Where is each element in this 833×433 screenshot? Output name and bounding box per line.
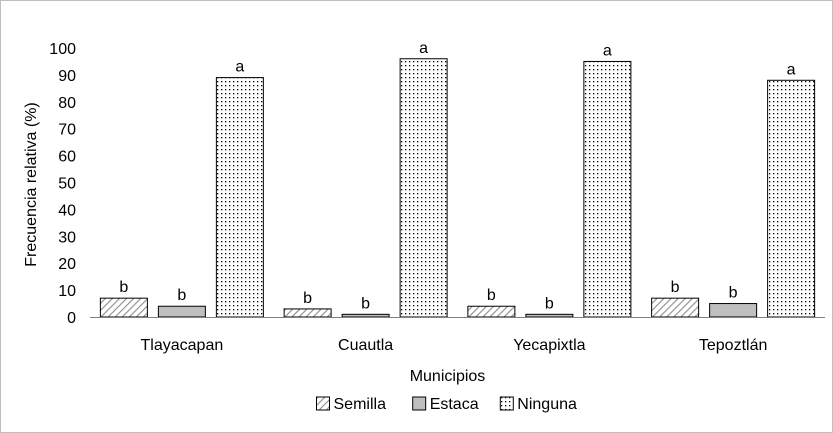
y-tick-label: 20 [58, 256, 76, 273]
bar-semilla [467, 305, 516, 318]
category-label: Tepoztlán [699, 337, 768, 354]
significance-labels: b b b b b b b b a a a a [119, 40, 795, 313]
category-label: Tlayacapan [141, 337, 224, 354]
y-tick-label: 90 [58, 68, 76, 85]
bar-ninguna [215, 77, 264, 318]
bar-semilla [283, 308, 332, 318]
significance-label: b [303, 290, 312, 307]
bar-ninguna [399, 58, 448, 318]
category-label: Cuautla [338, 337, 393, 354]
legend-label-semilla: Semilla [334, 396, 387, 413]
significance-label: a [419, 40, 428, 57]
bar-estaca [341, 313, 390, 318]
bars-group [99, 58, 816, 318]
bar-estaca [709, 303, 758, 318]
bar-ninguna [767, 79, 816, 318]
legend: Semilla Estaca Ninguna [316, 396, 577, 413]
significance-label: a [603, 42, 612, 59]
y-tick-label: 30 [58, 229, 76, 246]
bar-estaca [525, 313, 574, 318]
significance-label: b [487, 287, 496, 304]
y-tick-label: 0 [67, 310, 76, 327]
legend-swatch-semilla [316, 396, 330, 411]
significance-label: b [119, 279, 128, 296]
significance-label: b [671, 279, 680, 296]
bar-semilla [99, 297, 148, 318]
y-tick-label: 10 [58, 283, 76, 300]
bar-estaca [157, 305, 206, 318]
x-axis-title: Municipios [410, 368, 486, 385]
significance-label: a [235, 59, 244, 76]
significance-label: b [361, 295, 370, 312]
significance-label: b [177, 287, 186, 304]
legend-swatch-estaca [412, 396, 427, 411]
significance-label: a [787, 61, 796, 78]
y-axis-title: Frecuencia relativa (%) [23, 102, 40, 267]
y-axis-tick-labels: 0 10 20 30 40 50 60 70 80 90 100 [49, 41, 76, 327]
legend-swatch-ninguna [499, 396, 514, 411]
significance-label: b [729, 285, 738, 302]
bar-ninguna [583, 60, 632, 318]
y-tick-label: 70 [58, 122, 76, 139]
category-label: Yecapixtla [513, 337, 585, 354]
y-tick-label: 60 [58, 149, 76, 166]
legend-label-ninguna: Ninguna [517, 396, 577, 413]
bar-semilla [651, 297, 700, 318]
y-tick-label: 40 [58, 202, 76, 219]
legend-label-estaca: Estaca [430, 396, 479, 413]
significance-label: b [545, 295, 554, 312]
y-tick-label: 100 [49, 41, 76, 58]
x-axis-category-labels: Tlayacapan Cuautla Yecapixtla Tepoztlán [141, 337, 768, 354]
y-tick-label: 50 [58, 176, 76, 193]
y-tick-label: 80 [58, 95, 76, 112]
